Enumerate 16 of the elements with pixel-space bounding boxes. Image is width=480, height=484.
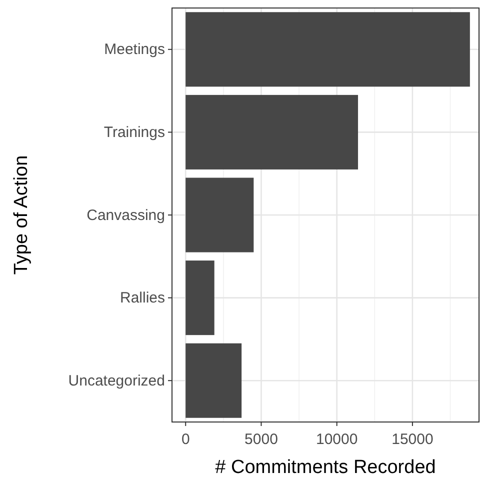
y-tick-label: Canvassing [86, 206, 165, 224]
bar [186, 343, 242, 418]
x-tick-label: 15000 [392, 431, 434, 448]
y-tick-label: Trainings [104, 124, 165, 141]
y-axis-title: Type of Action [11, 155, 32, 275]
x-tick-label: 5000 [244, 431, 278, 448]
y-tick-label: Uncategorized [68, 372, 165, 390]
bar [186, 94, 358, 170]
x-tick-label: 10000 [316, 431, 358, 448]
bar [186, 12, 470, 87]
y-tick-label: Meetings [104, 41, 165, 58]
y-tick-label: Rallies [120, 290, 165, 307]
bar [186, 260, 214, 336]
x-tick-label: 0 [181, 431, 190, 448]
x-axis-title: # Commitments Recorded [215, 457, 436, 478]
bar [186, 178, 254, 252]
